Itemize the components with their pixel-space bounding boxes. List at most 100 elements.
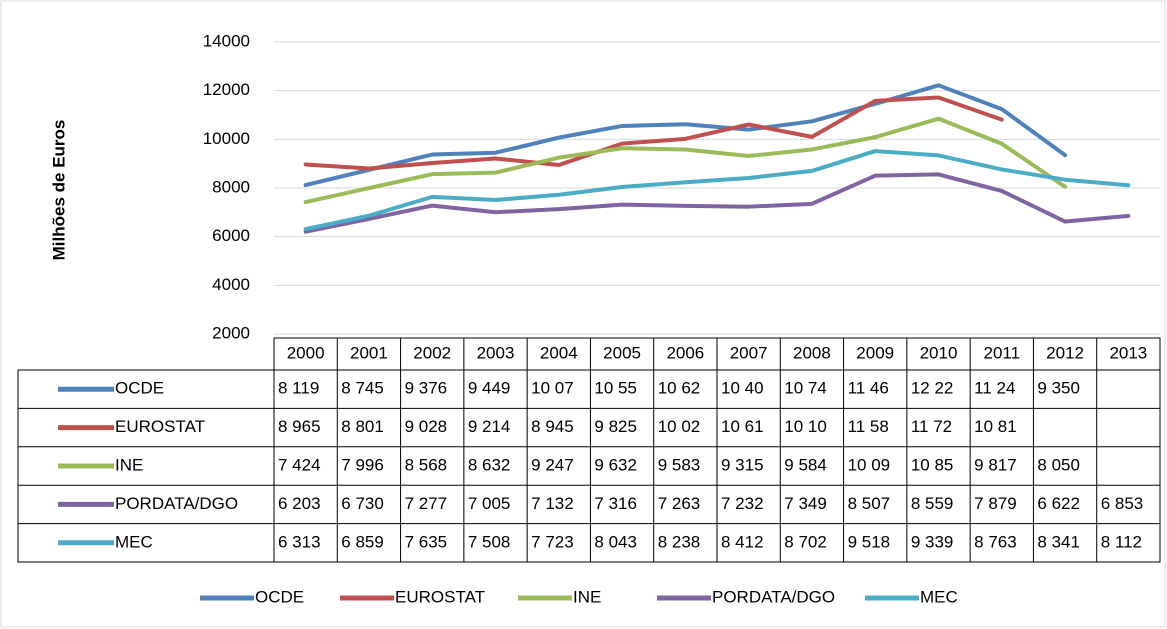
table-cell: 8 050 — [1037, 455, 1080, 474]
table-cell: 7 132 — [531, 494, 574, 513]
legend-label: PORDATA/DGO — [712, 587, 835, 606]
table-cell: 8 763 — [974, 532, 1017, 551]
legend-label: INE — [573, 587, 601, 606]
series-line — [303, 116, 1068, 205]
table-cell: 10 74 — [784, 379, 827, 398]
x-tick-label: 2011 — [984, 343, 1021, 362]
series-line — [303, 172, 1131, 234]
table-cell: 9 028 — [405, 417, 448, 436]
table-cell: 8 745 — [341, 379, 384, 398]
table-cell: 12 22 — [911, 379, 954, 398]
legend-label: OCDE — [255, 587, 304, 606]
y-tick-label: 6000 — [212, 226, 250, 245]
x-tick-label: 2001 — [350, 343, 388, 362]
table-cell: 9 584 — [784, 455, 827, 474]
table-cell: 8 568 — [405, 455, 448, 474]
table-cell: 8 945 — [531, 417, 574, 436]
table-cell: 10 81 — [974, 417, 1017, 436]
x-tick-label: 2013 — [1109, 343, 1147, 362]
y-axis-label: Milhões de Euros — [49, 120, 68, 261]
table-cell: 10 61 — [721, 417, 764, 436]
table-cell: 9 817 — [974, 455, 1017, 474]
table-cell: 7 263 — [658, 494, 701, 513]
x-tick-label: 2012 — [1046, 343, 1084, 362]
table-cell: 10 62 — [658, 379, 701, 398]
table-cell: 7 316 — [594, 494, 637, 513]
x-tick-label: 2005 — [603, 343, 641, 362]
table-cell: 7 508 — [468, 532, 511, 551]
table-cell: 10 09 — [848, 455, 891, 474]
y-tick-label: 8000 — [212, 177, 250, 196]
series-line — [303, 83, 1068, 188]
table-cell: 9 632 — [594, 455, 637, 474]
table-cell: 9 315 — [721, 455, 764, 474]
table-cell: 7 996 — [341, 455, 384, 474]
table-cell: 7 635 — [405, 532, 448, 551]
table-cell: 6 859 — [341, 532, 384, 551]
table-row-label: MEC — [115, 532, 153, 551]
table-cell: 10 02 — [658, 417, 701, 436]
table-cell: 8 119 — [278, 379, 319, 398]
table-cell: 9 376 — [405, 379, 448, 398]
table-cell: 8 238 — [658, 532, 701, 551]
table-cell: 6 622 — [1037, 494, 1080, 513]
table-cell: 7 879 — [974, 494, 1017, 513]
x-tick-label: 2004 — [540, 343, 578, 362]
table-cell: 10 85 — [911, 455, 954, 474]
table-cell: 9 825 — [594, 417, 637, 436]
y-tick-label: 4000 — [212, 275, 250, 294]
table-cell: 6 730 — [341, 494, 384, 513]
y-tick-label: 12000 — [203, 80, 250, 99]
table-row-label: OCDE — [115, 379, 164, 398]
table-cell: 6 853 — [1101, 494, 1144, 513]
table-cell: 7 005 — [468, 494, 511, 513]
table-cell: 10 55 — [594, 379, 637, 398]
table-cell: 8 412 — [721, 532, 764, 551]
table-cell: 8 341 — [1037, 532, 1080, 551]
table-cell: 11 72 — [911, 417, 952, 436]
table-cell: 7 277 — [405, 494, 448, 513]
x-tick-label: 2009 — [856, 343, 894, 362]
legend-label: EUROSTAT — [395, 587, 485, 606]
table-cell: 9 518 — [848, 532, 891, 551]
table-row-label: EUROSTAT — [115, 417, 205, 436]
x-tick-label: 2008 — [793, 343, 831, 362]
y-tick-label: 2000 — [212, 323, 250, 342]
x-tick-label: 2006 — [666, 343, 704, 362]
x-tick-label: 2007 — [730, 343, 768, 362]
table-cell: 10 10 — [784, 417, 827, 436]
x-tick-label: 2002 — [413, 343, 451, 362]
table-cell: 11 46 — [848, 379, 889, 398]
table-row-label: PORDATA/DGO — [115, 494, 238, 513]
table-cell: 9 350 — [1037, 379, 1080, 398]
x-tick-label: 2010 — [920, 343, 958, 362]
table-row-label: INE — [115, 455, 143, 474]
table-border — [17, 369, 1161, 563]
y-tick-label: 14000 — [203, 31, 250, 50]
series-line — [303, 149, 1131, 232]
table-cell: 7 349 — [784, 494, 827, 513]
table-cell: 8 702 — [784, 532, 827, 551]
table-cell: 8 801 — [341, 417, 384, 436]
table-cell: 9 214 — [468, 417, 511, 436]
table-cell: 6 313 — [278, 532, 321, 551]
table-cell: 8 632 — [468, 455, 511, 474]
table-cell: 8 559 — [911, 494, 954, 513]
legend-label: MEC — [920, 587, 958, 606]
table-cell: 9 449 — [468, 379, 511, 398]
table-cell: 7 424 — [278, 455, 321, 474]
table-cell: 8 043 — [594, 532, 637, 551]
table-cell: 10 07 — [531, 379, 574, 398]
table-cell: 8 507 — [848, 494, 891, 513]
table-cell: 9 583 — [658, 455, 701, 474]
x-tick-label: 2000 — [287, 343, 325, 362]
table-cell: 8 965 — [278, 417, 321, 436]
x-tick-label: 2003 — [477, 343, 515, 362]
table-cell: 11 58 — [848, 417, 889, 436]
table-cell: 9 247 — [531, 455, 574, 474]
table-cell: 11 24 — [974, 379, 1015, 398]
table-cell: 8 112 — [1101, 532, 1142, 551]
table-cell: 7 232 — [721, 494, 764, 513]
